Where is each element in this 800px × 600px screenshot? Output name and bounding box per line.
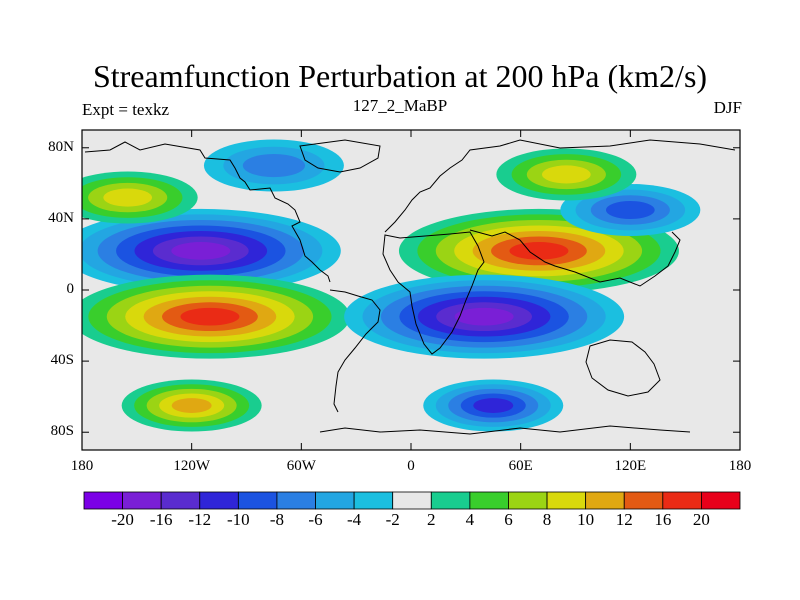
colorbar-box — [315, 491, 355, 510]
colorbar-label: -6 — [308, 510, 323, 529]
colorbar-label: -2 — [385, 510, 400, 529]
x-tick-label: 0 — [407, 458, 415, 474]
colorbar-label: -16 — [149, 510, 173, 529]
colorbar-label: 10 — [577, 510, 595, 529]
y-tick-label: 40S — [50, 352, 74, 369]
colorbar-box — [276, 491, 316, 510]
coastline-overlay — [84, 139, 736, 435]
colorbar-box — [237, 491, 278, 510]
colorbar-box — [160, 491, 201, 510]
colorbar-label: -4 — [347, 510, 362, 529]
y-tick-label: 80S — [50, 423, 74, 440]
x-tick-label: 120E — [614, 458, 647, 474]
colorbar-box — [662, 491, 702, 510]
colorbar-label: 2 — [427, 510, 436, 529]
colorbar-label: 6 — [504, 510, 513, 529]
coastline-greenland — [299, 139, 381, 173]
coastline-south-america — [329, 289, 381, 413]
x-tick-label: 180 — [70, 458, 94, 474]
coastline-asia-south — [469, 229, 681, 287]
high-western-hemisphere-south-subtropics-level-7 — [180, 307, 240, 326]
colorbar-label: -10 — [227, 510, 250, 529]
colorbar-box — [430, 491, 471, 510]
coastline-north-america — [84, 141, 331, 283]
y-tick-label: 40N — [48, 209, 74, 226]
colorbar — [83, 491, 741, 510]
x-tick-label: 120W — [173, 458, 210, 474]
high-siberia-level-4 — [542, 165, 591, 184]
y-tick-label: 80N — [48, 138, 74, 155]
colorbar-box — [585, 491, 625, 510]
low-north-atlantic-high-lat-level-3 — [242, 154, 306, 178]
colorbar-label: 12 — [615, 510, 633, 529]
coastline-africa — [382, 231, 485, 355]
colorbar-box — [701, 491, 741, 510]
colorbar-label: 20 — [692, 510, 710, 529]
colorbar-box — [122, 491, 162, 510]
coastline-australia — [585, 339, 661, 397]
y-tick-label: 0 — [66, 281, 75, 297]
colorbar-box — [392, 491, 432, 510]
low-western-hemisphere-north-subtropics-level-7 — [171, 242, 231, 260]
coastline-eurasia — [384, 139, 736, 233]
high-eastern-hemisphere-north-subtropics-level-7 — [509, 242, 569, 260]
colorbar-label: 4 — [465, 510, 475, 529]
low-southern-ocean-level-5 — [473, 398, 514, 413]
colorbar-box — [623, 491, 664, 510]
case-label: 127_2_MaBP — [352, 96, 448, 115]
colorbar-label: -20 — [111, 510, 134, 529]
coastline-antarctica — [319, 425, 691, 435]
colorbar-box — [353, 491, 394, 510]
season-label: DJF — [713, 98, 742, 117]
plot-title: Streamfunction Perturbation at 200 hPa (… — [92, 58, 708, 94]
axis-ticks — [81, 130, 741, 450]
low-indian-ocean-south-subtropics-level-7 — [454, 307, 514, 326]
experiment-label: Expt = texkz — [82, 100, 170, 119]
colorbar-box — [83, 491, 123, 510]
colorbar-box — [199, 491, 239, 510]
contour-field — [82, 130, 740, 450]
x-tick-label: 60W — [286, 458, 316, 474]
x-tick-label: 60E — [508, 458, 533, 474]
colorbar-box — [546, 491, 587, 510]
high-north-pacific-high-lat-level-4 — [103, 188, 153, 207]
high-south-pacific-high-lat-level-5 — [171, 398, 212, 413]
colorbar-box — [469, 491, 509, 510]
colorbar-label: -12 — [188, 510, 212, 529]
x-tick-label: 180 — [728, 458, 752, 474]
colorbar-box — [508, 491, 548, 510]
low-north-pacific-high-lat-level-4 — [605, 200, 655, 220]
colorbar-label: -8 — [269, 510, 285, 529]
colorbar-label: 16 — [654, 510, 672, 529]
colorbar-label: 8 — [542, 510, 552, 529]
